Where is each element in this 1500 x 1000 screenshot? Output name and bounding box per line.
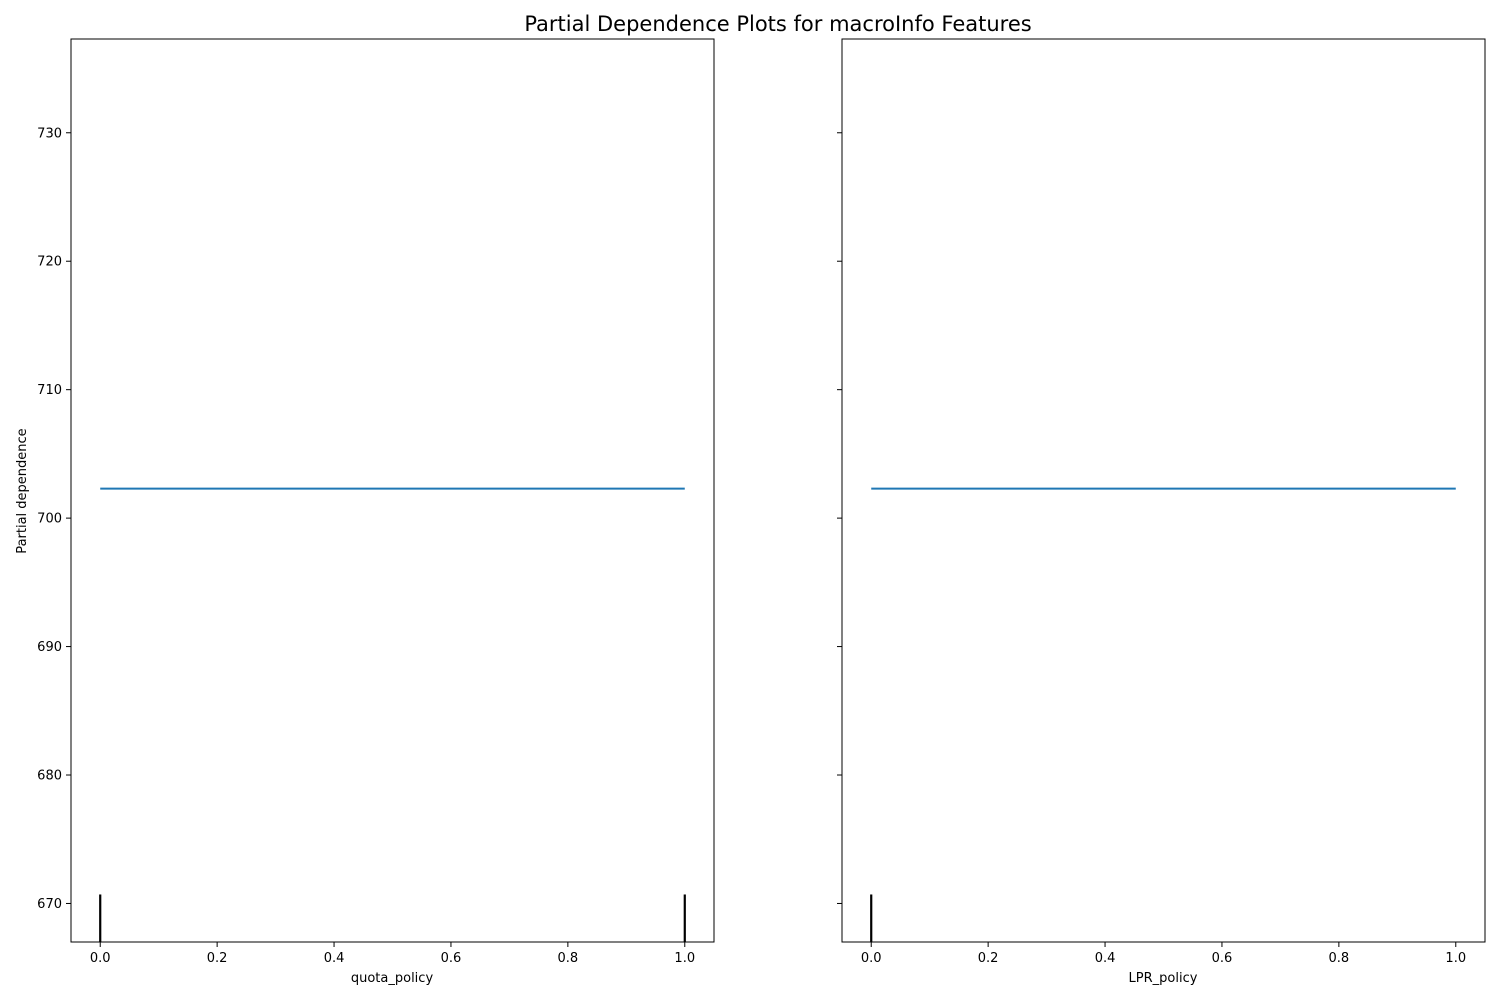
x-tick-label: 0.2	[978, 951, 999, 966]
y-tick-label: 670	[37, 897, 62, 912]
y-tick-label: 710	[37, 383, 62, 398]
x-tick-label: 0.8	[1329, 951, 1350, 966]
x-axis-label: LPR_policy	[1129, 971, 1198, 986]
x-tick-label: 1.0	[674, 951, 695, 966]
x-tick-label: 0.6	[441, 951, 462, 966]
y-axis-label-group: Partial dependence	[15, 428, 30, 553]
x-tick-label: 0.2	[207, 951, 228, 966]
axes-frame	[70, 38, 715, 943]
panel-quota-policy: Partial dependence quota_policy 0.0 0.2 0.…	[15, 38, 715, 986]
x-tick-label: 1.0	[1445, 951, 1466, 966]
x-tick-label: 0.4	[324, 951, 345, 966]
axes-frame	[841, 38, 1486, 943]
y-tick-label: 690	[37, 640, 62, 655]
figure-title: Partial Dependence Plots for macroInfo F…	[524, 12, 1031, 36]
x-tick-label: 0.0	[861, 951, 882, 966]
y-axis-label: Partial dependence	[15, 428, 30, 553]
x-tick-label: 0.6	[1212, 951, 1233, 966]
y-tick-label: 680	[37, 769, 62, 784]
x-axis-label: quota_policy	[351, 971, 434, 986]
y-tick-label: 700	[37, 512, 62, 527]
x-tick-label: 0.4	[1095, 951, 1116, 966]
panel-lpr-policy: LPR_policy 0.0 0.2 0.4 0.6 0.8 1.0	[837, 38, 1486, 986]
y-tick-label: 730	[37, 126, 62, 141]
x-tick-label: 0.8	[558, 951, 579, 966]
x-tick-label: 0.0	[90, 951, 111, 966]
y-tick-label: 720	[37, 255, 62, 270]
